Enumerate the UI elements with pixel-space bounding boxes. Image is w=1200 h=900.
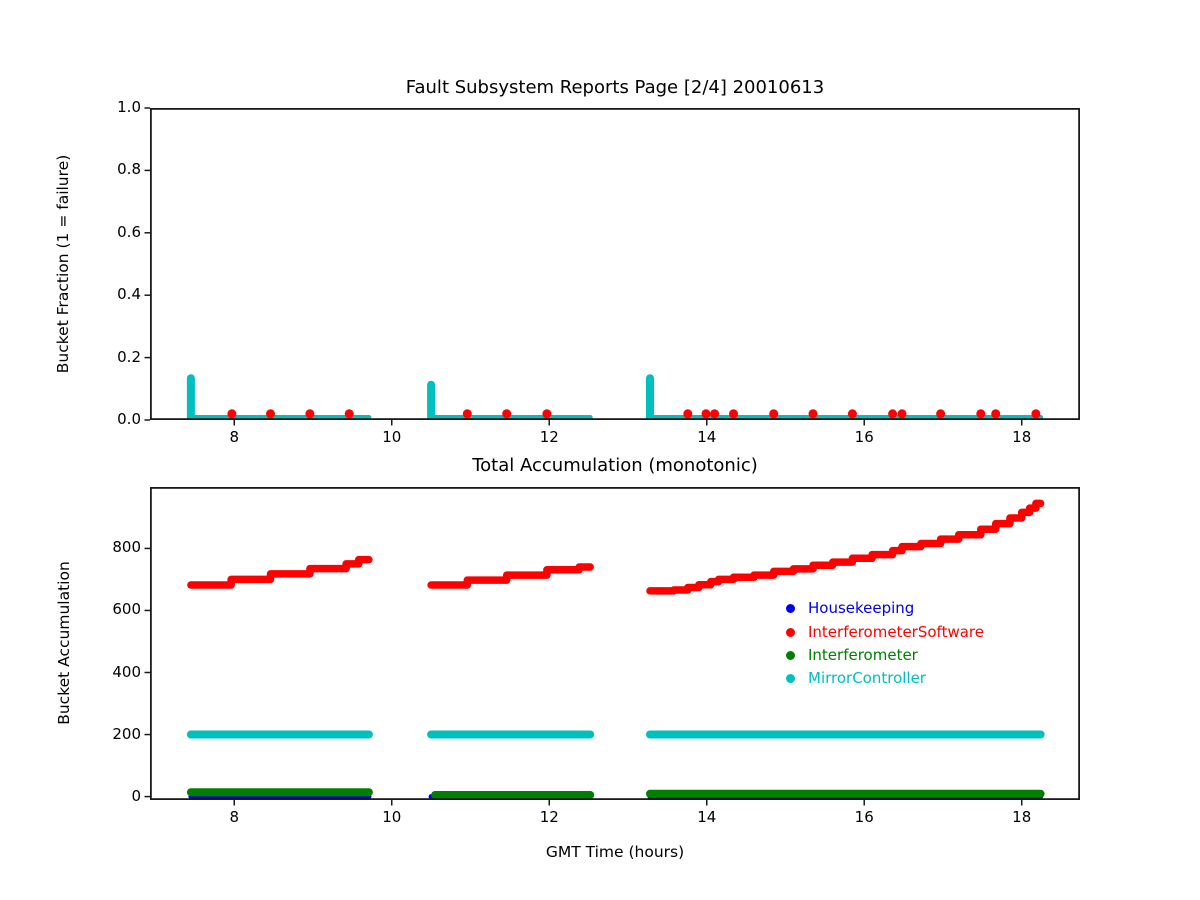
legend-item: Housekeeping [786, 597, 984, 620]
legend-marker-icon [786, 650, 795, 660]
series-InterferometerSoftware-failures-dot [266, 409, 275, 419]
series-InterferometerSoftware-failures-dot [344, 409, 354, 419]
y-tick-label: 0.0 [117, 410, 141, 428]
legend-item-label: Interferometer [808, 645, 918, 664]
series-InterferometerSoftware [427, 563, 594, 589]
y-tick-label: 0.8 [117, 160, 141, 179]
legend-item-label: Housekeeping [808, 599, 915, 618]
series-InterferometerSoftware-failures-dot [991, 409, 1001, 419]
series-InterferometerSoftware [187, 555, 373, 589]
series-InterferometerSoftware-failures-dot [897, 409, 907, 419]
y-tick-label: 0.6 [117, 222, 141, 241]
y-tick-label: 800 [112, 538, 141, 557]
x-tick-label: 12 [539, 428, 559, 446]
x-tick-label: 10 [382, 428, 402, 446]
series-InterferometerSoftware-failures-dot [710, 409, 720, 419]
y-tick-label: 400 [112, 662, 141, 681]
x-tick-label: 10 [382, 808, 402, 826]
figure-title: Fault Subsystem Reports Page [2/4] 20010… [405, 77, 825, 98]
x-tick-label: 8 [229, 428, 240, 446]
top-chart-plot [144, 107, 1081, 426]
legend: Housekeeping InterferometerSoftware Interf… [786, 597, 984, 691]
y-tick-label: 1.0 [117, 98, 141, 116]
series-InterferometerSoftware-failures-dot [502, 409, 512, 419]
legend-marker-icon [786, 674, 795, 684]
series-InterferometerSoftware-failures-dot [683, 409, 693, 419]
x-tick-label: 12 [539, 808, 559, 826]
y-tick-label: 200 [112, 724, 141, 743]
x-tick-label: 16 [854, 808, 874, 826]
y-tick-label: 600 [112, 600, 141, 619]
series-InterferometerSoftware-failures-dot [462, 409, 472, 419]
series-InterferometerSoftware-failures-dot [305, 409, 315, 419]
top-chart-axes: 8 10 12 14 16 18 0.0 0.2 0.4 0.6 0.8 1.0 [117, 98, 1081, 446]
bottom-chart-title: Total Accumulation (monotonic) [472, 455, 758, 476]
y-tick-label: 0.2 [117, 347, 141, 366]
series-InterferometerSoftware [646, 499, 1045, 595]
series-InterferometerSoftware-failures-dot [701, 409, 711, 419]
x-tick-label: 16 [854, 428, 874, 446]
legend-item: MirrorController [786, 667, 984, 690]
bottom-chart-axes: 8 10 12 14 16 18 0 200 400 600 800 [112, 486, 1081, 826]
x-tick-label: 14 [697, 428, 717, 446]
bottom-chart-ylabel: Bucket Accumulation [55, 561, 73, 725]
y-tick-label: 0 [131, 786, 141, 805]
axes-frame [149, 486, 1081, 801]
series-InterferometerSoftware-failures-dot [769, 409, 779, 419]
series-InterferometerSoftware-failures-dot [227, 409, 237, 419]
x-tick-label: 8 [229, 808, 240, 826]
series-InterferometerSoftware-failures-dot [808, 409, 818, 419]
legend-marker-icon [786, 627, 795, 637]
x-tick-label: 14 [697, 808, 717, 826]
legend-item-label: InterferometerSoftware [808, 622, 984, 641]
top-chart-ylabel: Bucket Fraction (1 = failure) [54, 154, 72, 374]
series-InterferometerSoftware-failures-dot [976, 409, 986, 419]
series-InterferometerSoftware-failures-dot [847, 409, 857, 419]
series-InterferometerSoftware-failures-dot [888, 409, 898, 419]
y-tick-label: 0.4 [117, 285, 141, 304]
legend-item: InterferometerSoftware [786, 620, 984, 643]
legend-item-label: MirrorController [808, 669, 926, 688]
x-tick-label: 18 [1012, 428, 1032, 446]
x-tick-label: 18 [1012, 808, 1032, 826]
bottom-chart-plot [144, 486, 1081, 806]
x-axis-label: GMT Time (hours) [545, 843, 685, 861]
series-InterferometerSoftware-failures-dot [936, 409, 946, 419]
legend-item: Interferometer [786, 644, 984, 667]
series-InterferometerSoftware-failures-dot [542, 409, 552, 419]
series-InterferometerSoftware-failures-dot [729, 409, 738, 419]
series-InterferometerSoftware-failures-dot [1031, 409, 1041, 419]
axes-frame [149, 107, 1081, 421]
legend-marker-icon [786, 604, 795, 614]
